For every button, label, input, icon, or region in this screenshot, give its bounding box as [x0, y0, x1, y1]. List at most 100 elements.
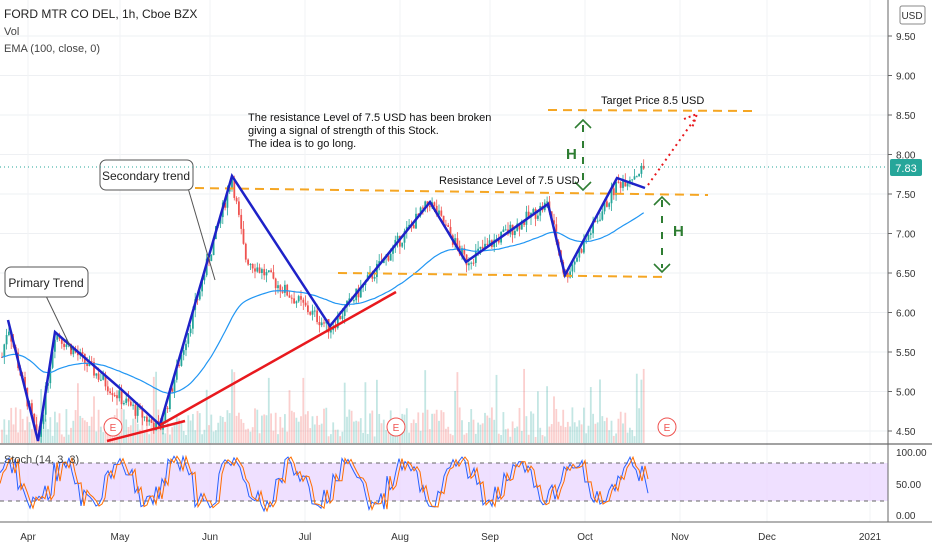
volume-bar — [550, 424, 553, 443]
target-level-line[interactable] — [547, 109, 756, 112]
candle-body — [175, 364, 178, 380]
volume-bar — [263, 414, 266, 443]
volume-bar — [500, 435, 502, 443]
candle-body — [378, 261, 381, 264]
volume-bar — [49, 417, 52, 443]
volume-bar — [196, 410, 199, 443]
volume-bar — [311, 416, 314, 443]
candle-body — [171, 388, 174, 392]
candle-body — [173, 379, 176, 392]
candle-body — [254, 268, 256, 272]
candle-body — [313, 310, 316, 312]
resistance-level-line[interactable] — [194, 187, 709, 196]
candle-body — [401, 242, 404, 247]
candle-body — [571, 264, 574, 272]
candle-body — [180, 354, 183, 366]
volume-bar — [583, 407, 585, 443]
volume-bar — [323, 408, 325, 443]
volume-bar — [279, 416, 282, 443]
red-trendline-long[interactable] — [159, 290, 397, 427]
support-level-line[interactable] — [337, 272, 669, 278]
earnings-marker-may[interactable]: E — [103, 417, 123, 437]
volume-bar — [141, 412, 144, 443]
volume-bar — [504, 429, 507, 443]
volume-bar — [341, 431, 344, 443]
volume-bar — [44, 419, 47, 443]
volume-bar — [615, 433, 617, 443]
volume-bar — [366, 433, 369, 443]
secondary-trend-callout[interactable] — [99, 159, 194, 191]
volume-bar — [166, 421, 169, 443]
volume-bar — [449, 433, 452, 443]
volume-bar — [629, 427, 631, 443]
candle-body — [116, 395, 118, 399]
volume-bar — [228, 413, 231, 443]
earnings-marker-oct[interactable]: E — [657, 417, 677, 437]
projection-arrow-line[interactable] — [647, 119, 695, 186]
candle-body — [589, 233, 592, 235]
volume-bar — [474, 433, 477, 443]
earnings-marker-aug[interactable]: E — [386, 417, 406, 437]
candle-body — [357, 288, 360, 298]
candle-body — [169, 388, 171, 410]
height-measure-left-top-chevron — [574, 118, 592, 129]
candle-body — [95, 373, 98, 376]
volume-bar — [537, 391, 539, 443]
currency-button[interactable]: USD — [899, 5, 926, 25]
volume-bar — [28, 422, 31, 443]
candle-body — [35, 424, 38, 431]
note-line-1: The resistance Level of 7.5 USD has been… — [248, 112, 491, 124]
candle-body — [334, 327, 337, 329]
volume-bar — [454, 390, 456, 443]
candle-body — [626, 183, 629, 187]
candle-body — [578, 249, 581, 258]
ema-label[interactable]: EMA (100, close, 0) — [4, 43, 100, 55]
candle-body — [615, 181, 617, 196]
candle-body — [56, 334, 59, 340]
candle-body — [33, 413, 36, 425]
volume-bar — [587, 425, 590, 443]
primary-trend-callout[interactable] — [4, 266, 89, 298]
volume-bar — [610, 420, 613, 443]
volume-bar — [51, 435, 54, 443]
volume-bar — [495, 374, 498, 443]
trend-zigzag-line[interactable] — [6, 173, 646, 442]
candle-body — [601, 211, 604, 220]
volume-bar — [277, 434, 279, 443]
volume-bar — [251, 427, 254, 443]
price-tick-label: 9.50 — [896, 32, 916, 43]
volume-bar — [187, 415, 190, 443]
volume-bar — [185, 434, 187, 443]
volume-bar — [428, 429, 431, 443]
candle-body — [100, 379, 102, 381]
candle-body — [203, 275, 206, 281]
candle-body — [603, 201, 606, 212]
volume-bar — [488, 417, 491, 443]
candle-body — [293, 298, 295, 304]
candle-body — [134, 404, 137, 416]
volume-bar — [422, 412, 424, 443]
volume-bar — [194, 430, 197, 443]
volume-bar — [83, 420, 86, 443]
month-tick-label: Apr — [20, 532, 36, 543]
symbol-title[interactable]: FORD MTR CO DEL, 1h, Cboe BZX — [4, 7, 197, 21]
candle-body — [24, 376, 26, 388]
volume-bar — [14, 407, 17, 443]
volume-bar — [123, 409, 125, 443]
vol-label[interactable]: Vol — [4, 26, 19, 38]
volume-bar — [203, 429, 206, 443]
volume-bar — [470, 409, 473, 443]
target-label: Target Price 8.5 USD — [601, 95, 704, 107]
candle-body — [141, 408, 144, 418]
volume-bar — [274, 412, 277, 443]
candle-body — [70, 344, 72, 355]
volume-bar — [514, 428, 516, 443]
volume-bar — [509, 436, 512, 443]
volume-bar — [532, 413, 535, 443]
volume-bar — [134, 409, 137, 443]
volume-bar — [258, 433, 261, 443]
volume-bar — [580, 424, 583, 443]
candle-body — [638, 173, 640, 177]
candle-body — [51, 351, 54, 368]
red-trendline-short[interactable] — [106, 419, 186, 443]
